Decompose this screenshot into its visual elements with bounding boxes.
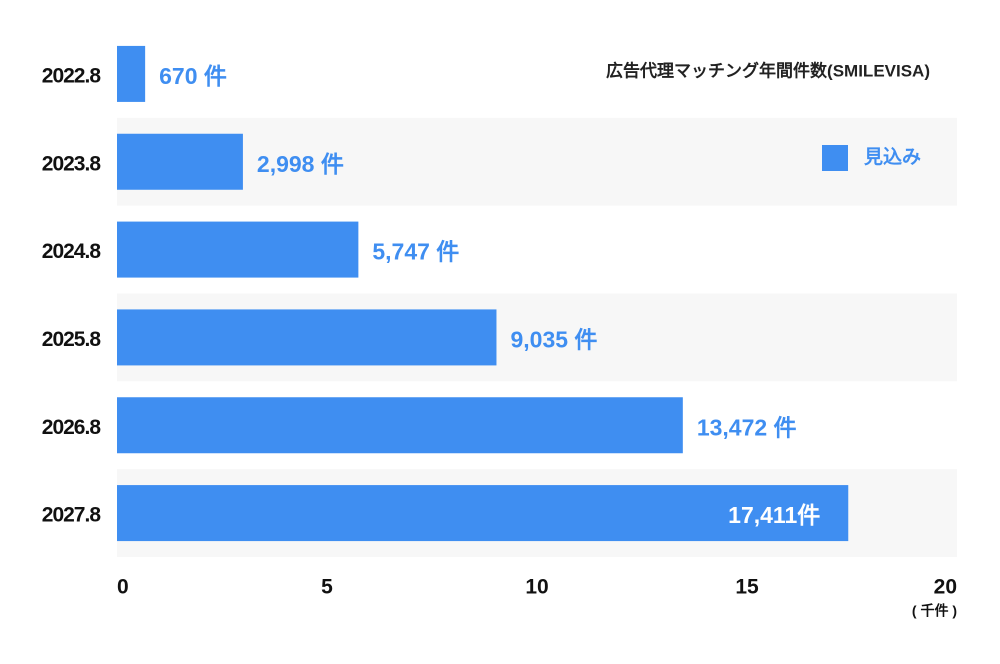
legend-swatch [822,145,848,171]
y-tick-label: 2024.8 [42,240,102,263]
value-label: 13,472 件 [697,414,797,440]
row-background [117,117,957,206]
x-axis-label: ( 千件 ) [912,603,957,619]
value-label: 670 件 [159,63,227,89]
y-tick-label: 2025.8 [42,328,102,351]
y-tick-label: 2027.8 [42,504,102,527]
x-tick-label: 15 [735,576,759,599]
bar [117,485,849,542]
bar [117,397,683,454]
value-label: 17,411件 [728,502,820,528]
legend-label: 見込み [864,146,921,168]
x-tick-label: 20 [934,576,957,599]
bar [117,133,243,190]
y-tick-label: 2022.8 [42,64,102,87]
row-backgrounds [117,30,957,557]
y-tick-label: 2023.8 [42,152,102,175]
value-label: 2,998 件 [257,151,344,177]
value-label: 9,035 件 [510,326,597,352]
bar [117,45,146,102]
x-tick-label: 5 [321,576,333,599]
row-background [117,30,957,118]
chart-title: 広告代理マッチング年間件数(SMILEVISA) [606,60,930,80]
bar [117,221,359,278]
x-tick-label: 10 [525,576,548,599]
y-tick-label: 2026.8 [42,416,102,439]
x-tick-label: 0 [117,576,129,599]
bar [117,309,497,366]
value-label: 5,747 件 [372,239,459,265]
